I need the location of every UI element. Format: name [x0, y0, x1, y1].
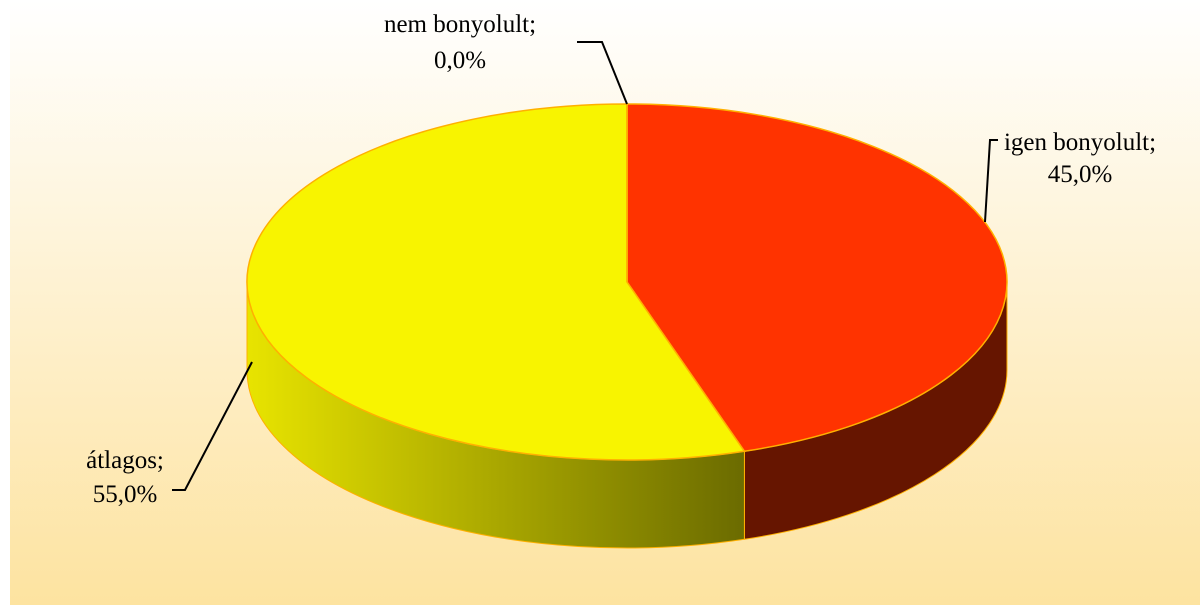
pie-slice	[626, 103, 1008, 453]
leader-line	[984, 139, 998, 223]
category-label: igen bonyolult;	[1004, 129, 1156, 156]
leader-line	[577, 41, 628, 105]
pie-slice	[246, 103, 746, 461]
leader-line	[172, 361, 253, 491]
category-label: nem bonyolult;	[384, 11, 536, 38]
category-label: átlagos;	[86, 447, 164, 474]
pie	[246, 103, 1008, 549]
value-label: 45,0%	[1048, 161, 1113, 188]
value-label: 55,0%	[93, 481, 158, 508]
value-label: 0,0%	[434, 47, 486, 74]
